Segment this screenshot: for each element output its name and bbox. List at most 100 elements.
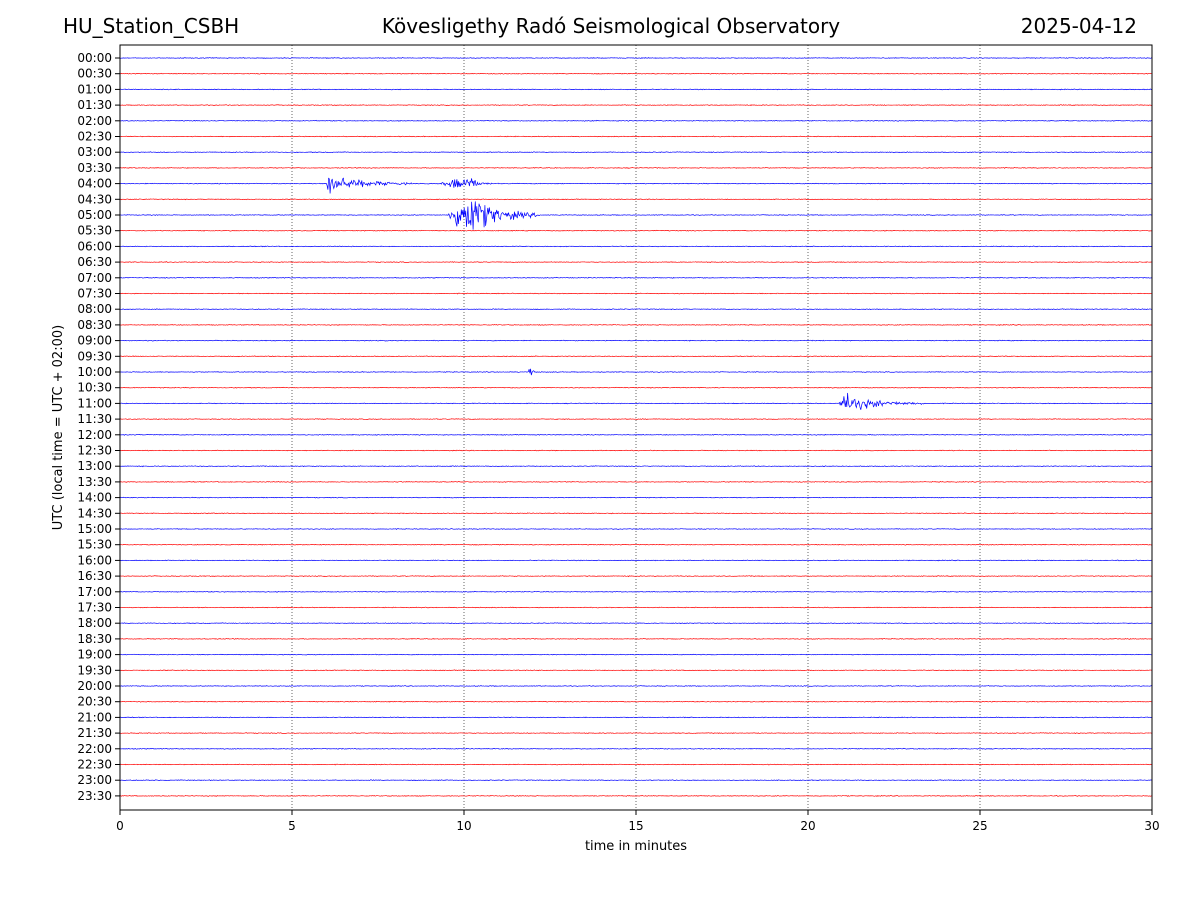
trace-0130 bbox=[119, 104, 1153, 107]
trace-0830 bbox=[119, 323, 1153, 326]
trace-0900 bbox=[119, 339, 1153, 342]
y-tick-label: 16:00 bbox=[77, 553, 112, 567]
y-tick-label: 05:30 bbox=[77, 224, 112, 238]
y-tick-label: 02:30 bbox=[77, 130, 112, 144]
y-tick-label: 22:00 bbox=[77, 742, 112, 756]
trace-1530 bbox=[119, 543, 1153, 546]
trace-2000 bbox=[119, 685, 1153, 688]
y-tick-label: 14:00 bbox=[77, 491, 112, 505]
y-tick-label: 19:00 bbox=[77, 648, 112, 662]
y-tick-label: 01:00 bbox=[77, 82, 112, 96]
y-tick-label: 09:00 bbox=[77, 334, 112, 348]
x-tick-label: 5 bbox=[288, 819, 296, 833]
y-axis-label: UTC (local time = UTC + 02:00) bbox=[51, 325, 66, 530]
seismic-traces bbox=[119, 57, 1153, 797]
y-tick-label: 20:30 bbox=[77, 695, 112, 709]
y-tick-label: 20:00 bbox=[77, 679, 112, 693]
trace-1500 bbox=[119, 528, 1153, 530]
y-tick-label: 11:00 bbox=[77, 396, 112, 410]
y-tick-label: 03:00 bbox=[77, 145, 112, 159]
y-tick-label: 13:30 bbox=[77, 475, 112, 489]
y-tick-label: 23:30 bbox=[77, 789, 112, 803]
y-tick-label: 14:30 bbox=[77, 506, 112, 520]
trace-0100 bbox=[119, 88, 1152, 91]
trace-1630 bbox=[119, 575, 1153, 578]
y-tick-label: 19:30 bbox=[77, 663, 112, 677]
y-tick-label: 15:30 bbox=[77, 538, 112, 552]
trace-2100 bbox=[119, 716, 1153, 719]
y-tick-label: 10:00 bbox=[77, 365, 112, 379]
y-tick-label: 15:00 bbox=[77, 522, 112, 536]
trace-1930 bbox=[119, 669, 1153, 672]
trace-0030 bbox=[119, 72, 1153, 75]
x-axis-ticks: 0 5 10 15 20 25 30 bbox=[116, 810, 1160, 833]
trace-0730 bbox=[119, 292, 1153, 295]
y-tick-label: 06:30 bbox=[77, 255, 112, 269]
y-tick-label: 01:30 bbox=[77, 98, 112, 112]
y-tick-label: 22:30 bbox=[77, 758, 112, 772]
y-tick-label: 21:00 bbox=[77, 710, 112, 724]
vertical-grid bbox=[291, 45, 981, 810]
trace-0930 bbox=[119, 355, 1153, 358]
y-tick-label: 21:30 bbox=[77, 726, 112, 740]
chart-title: Kövesligethy Radó Seismological Observat… bbox=[381, 14, 841, 38]
y-tick-label: 08:00 bbox=[77, 302, 112, 316]
trace-2030 bbox=[119, 700, 1153, 703]
y-tick-label: 09:30 bbox=[77, 349, 112, 363]
trace-1400 bbox=[119, 496, 1153, 499]
trace-1600 bbox=[119, 559, 1153, 562]
y-tick-label: 11:30 bbox=[77, 412, 112, 426]
trace-0600 bbox=[119, 245, 1153, 248]
y-tick-label: 13:00 bbox=[77, 459, 112, 473]
y-tick-label: 10:30 bbox=[77, 381, 112, 395]
trace-1900 bbox=[119, 653, 1153, 656]
x-axis-label: time in minutes bbox=[585, 839, 687, 854]
x-tick-label: 10 bbox=[456, 819, 471, 833]
y-tick-label: 00:00 bbox=[77, 51, 112, 65]
x-tick-label: 20 bbox=[800, 819, 815, 833]
trace-1000 bbox=[119, 368, 1153, 376]
y-tick-label: 23:00 bbox=[77, 773, 112, 787]
trace-1430 bbox=[119, 512, 1153, 515]
trace-0330 bbox=[119, 167, 1153, 169]
chart-date: 2025-04-12 bbox=[1020, 14, 1137, 38]
trace-0530 bbox=[119, 229, 1153, 232]
trace-1300 bbox=[119, 465, 1153, 468]
x-tick-label: 0 bbox=[116, 819, 124, 833]
trace-1100 bbox=[119, 392, 1153, 410]
trace-0630 bbox=[119, 261, 1153, 263]
trace-1730 bbox=[119, 606, 1153, 609]
y-tick-label: 17:00 bbox=[77, 585, 112, 599]
trace-1230 bbox=[119, 449, 1153, 452]
y-tick-label: 18:00 bbox=[77, 616, 112, 630]
y-tick-label: 12:30 bbox=[77, 444, 112, 458]
y-tick-label: 04:00 bbox=[77, 177, 112, 191]
trace-0500 bbox=[119, 201, 1153, 230]
y-tick-label: 02:00 bbox=[77, 114, 112, 128]
trace-1830 bbox=[119, 638, 1153, 640]
y-tick-label: 08:30 bbox=[77, 318, 112, 332]
y-tick-label: 18:30 bbox=[77, 632, 112, 646]
x-tick-label: 25 bbox=[972, 819, 987, 833]
trace-2330 bbox=[119, 794, 1153, 797]
y-tick-label: 06:00 bbox=[77, 239, 112, 253]
trace-1700 bbox=[119, 590, 1153, 593]
trace-1330 bbox=[119, 480, 1153, 483]
trace-0700 bbox=[119, 276, 1153, 279]
trace-2200 bbox=[119, 747, 1153, 750]
y-tick-label: 07:30 bbox=[77, 287, 112, 301]
y-tick-label: 16:30 bbox=[77, 569, 112, 583]
trace-1130 bbox=[119, 418, 1153, 420]
station-name: HU_Station_CSBH bbox=[63, 14, 240, 38]
trace-0200 bbox=[119, 119, 1153, 122]
x-tick-label: 15 bbox=[628, 819, 643, 833]
y-tick-label: 17:30 bbox=[77, 601, 112, 615]
trace-1800 bbox=[119, 622, 1153, 625]
trace-0430 bbox=[119, 198, 1153, 201]
y-tick-label: 12:00 bbox=[77, 428, 112, 442]
trace-2130 bbox=[119, 732, 1153, 734]
y-tick-label: 00:30 bbox=[77, 67, 112, 81]
trace-2300 bbox=[119, 779, 1153, 782]
